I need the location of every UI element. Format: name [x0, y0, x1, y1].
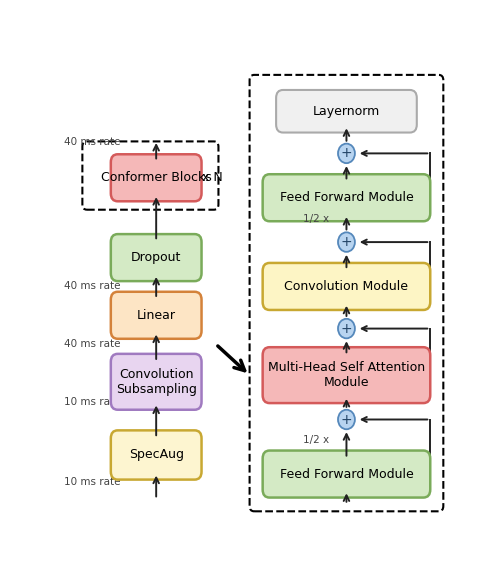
Text: +: + [341, 412, 352, 426]
Text: Convolution
Subsampling: Convolution Subsampling [116, 368, 196, 396]
FancyBboxPatch shape [263, 347, 430, 403]
Text: SpecAug: SpecAug [128, 449, 184, 461]
FancyBboxPatch shape [263, 263, 430, 310]
Circle shape [338, 319, 355, 338]
FancyBboxPatch shape [263, 174, 430, 221]
Text: +: + [341, 235, 352, 249]
Text: Feed Forward Module: Feed Forward Module [280, 191, 413, 204]
Text: +: + [341, 146, 352, 160]
Text: Convolution Module: Convolution Module [285, 280, 409, 293]
Text: 40 ms rate: 40 ms rate [64, 137, 121, 147]
Text: Layernorm: Layernorm [313, 105, 380, 118]
Text: 10 ms rate: 10 ms rate [64, 478, 121, 487]
Circle shape [338, 410, 355, 429]
Circle shape [338, 232, 355, 252]
FancyBboxPatch shape [263, 450, 430, 498]
Text: Multi-Head Self Attention
Module: Multi-Head Self Attention Module [268, 361, 425, 389]
FancyBboxPatch shape [111, 154, 201, 201]
FancyBboxPatch shape [276, 90, 417, 132]
Text: Dropout: Dropout [131, 251, 182, 264]
Text: Conformer Blocks: Conformer Blocks [101, 171, 212, 184]
Text: 40 ms rate: 40 ms rate [64, 339, 121, 349]
Text: 1/2 x: 1/2 x [303, 435, 329, 445]
FancyBboxPatch shape [111, 234, 201, 281]
Text: Linear: Linear [137, 309, 176, 322]
Text: 40 ms rate: 40 ms rate [64, 282, 121, 291]
Text: +: + [341, 321, 352, 336]
Text: Feed Forward Module: Feed Forward Module [280, 468, 413, 480]
Text: x N: x N [202, 171, 223, 184]
FancyBboxPatch shape [111, 354, 201, 410]
Text: 1/2 x: 1/2 x [303, 214, 329, 224]
Circle shape [338, 143, 355, 163]
Text: 10 ms rate: 10 ms rate [64, 397, 121, 407]
FancyBboxPatch shape [111, 292, 201, 339]
FancyBboxPatch shape [111, 430, 201, 480]
